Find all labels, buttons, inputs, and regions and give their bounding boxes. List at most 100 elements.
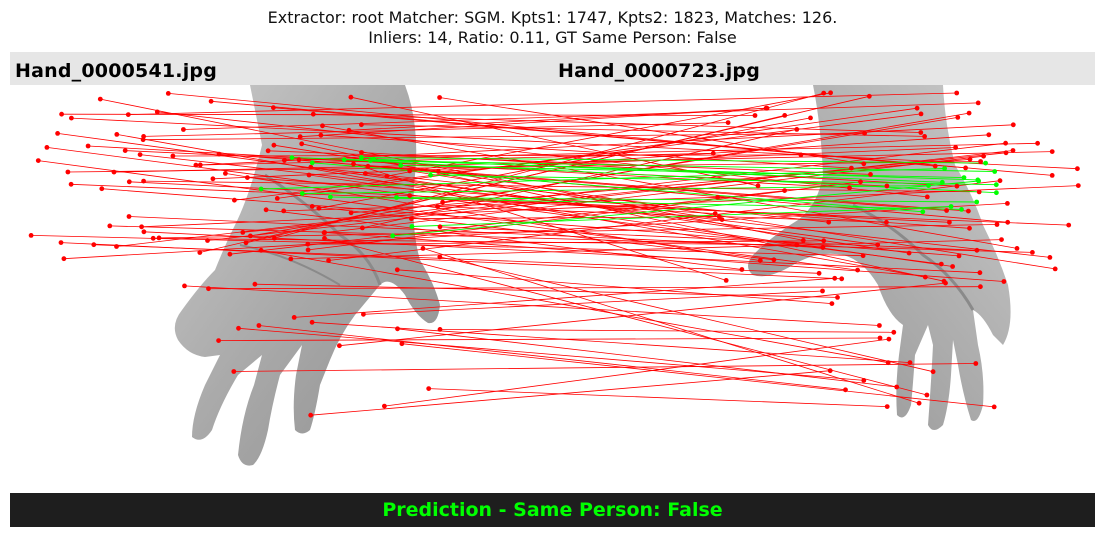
keypoint [757,258,763,263]
outlier-match-line [143,231,980,274]
keypoint [309,319,315,325]
keypoint [752,113,758,118]
keypoint [782,113,788,118]
keypoint [918,130,924,135]
keypoint [976,178,981,184]
keypoint [216,338,222,343]
keypoint [943,280,948,286]
keypoint [983,160,988,166]
keypoint [231,369,237,374]
keypoint [437,95,442,100]
keypoint [978,159,983,164]
keypoint [305,247,311,253]
keypoint [712,211,718,217]
keypoint [409,216,414,222]
keypoint [236,325,241,331]
keypoint [906,250,912,256]
outlier-match-line [310,370,831,416]
keypoint [798,152,804,158]
keypoint [1010,122,1016,128]
keypoint [126,179,132,185]
keypoint [371,156,377,162]
keypoint [274,196,280,201]
keypoint [828,90,833,96]
keypoint [437,327,443,332]
keypoint [954,183,960,189]
keypoint [320,123,325,129]
keypoint [305,241,311,247]
title-line-1: Extractor: root Matcher: SGM. Kpts1: 174… [267,8,838,27]
outlier-match-line [31,235,864,257]
keypoint [1014,246,1020,251]
keypoint [885,360,891,366]
outlier-match-line [254,283,838,298]
keypoint [1035,140,1040,146]
keypoint [820,245,826,251]
keypoint [316,205,322,211]
outlier-match-line [313,113,921,133]
keypoint [361,311,366,317]
outlier-match-line [439,256,934,373]
outlier-match-line [183,102,979,130]
keypoint [932,163,938,169]
keypoint [210,176,216,182]
keypoint [44,145,50,150]
keypoint [243,240,249,246]
outlier-match-line [310,166,829,223]
keypoint [346,127,352,133]
keypoint [360,225,365,231]
right-image-filename: Hand_0000723.jpg [558,60,761,82]
outlier-match-line [238,327,864,381]
outlier-match-line [384,338,889,407]
outlier-match-line [261,249,889,364]
keypoint [382,403,387,409]
keypoint [967,156,973,162]
keypoint [1075,166,1080,172]
keypoint [193,162,199,168]
outlier-match-line [71,117,1078,170]
outlier-match-line [308,181,861,251]
keypoint [956,253,962,259]
keypoint [920,209,926,215]
keypoint [975,100,981,106]
inlier-match-line [261,168,945,190]
keypoint [141,134,147,139]
keypoint [855,267,860,273]
outlier-match-line [143,180,980,193]
inlier-match-line [361,157,986,164]
keypoint [924,194,930,200]
keypoint [839,276,845,282]
keypoint [165,91,171,96]
inlier-match-line [430,174,997,186]
outlier-match-line [439,226,977,251]
outlier-match-line [367,165,947,211]
keypoint [976,189,982,195]
keypoint [440,199,445,205]
inlier-match-line [370,160,995,172]
keypoint [967,225,972,231]
title-line-2: Inliers: 14, Ratio: 0.11, GT Same Person… [368,28,737,47]
keypoint [978,284,983,290]
keypoint [954,90,960,96]
keypoint [800,238,806,243]
outlier-match-line [116,134,926,278]
keypoint [206,286,211,292]
keypoint [974,247,980,253]
keypoint [245,175,250,180]
outlier-match-line [361,124,925,137]
inlier-match-line [411,206,952,227]
keypoint [232,197,237,203]
keypoint [122,148,128,153]
outlier-match-line [211,100,1053,176]
keypoint [271,142,277,148]
keypoint [1049,173,1055,178]
keypoint [281,208,287,214]
keypoint [114,132,120,137]
outlier-match-line [428,388,888,407]
keypoint [1066,222,1072,228]
keypoint [1001,279,1007,284]
outlier-match-line [71,183,1069,226]
keypoint [69,115,74,121]
keypoint [1030,250,1035,255]
keypoint [847,185,852,191]
